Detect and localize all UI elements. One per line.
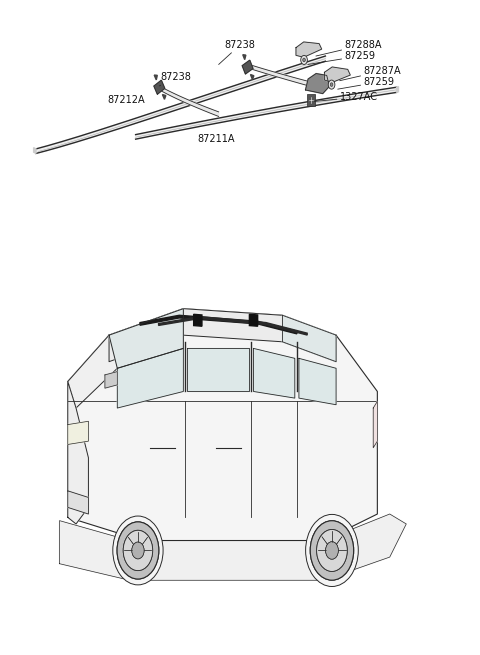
Polygon shape [117,348,183,408]
Polygon shape [109,309,336,362]
Polygon shape [36,56,325,153]
Circle shape [132,542,144,559]
Polygon shape [305,73,329,94]
Circle shape [325,542,338,559]
Text: 87238: 87238 [159,73,192,86]
Polygon shape [296,42,322,57]
Polygon shape [136,87,396,139]
Circle shape [325,542,338,559]
Polygon shape [188,348,250,392]
Circle shape [301,56,307,64]
Polygon shape [282,315,336,362]
Polygon shape [251,75,254,79]
Polygon shape [242,60,253,74]
Text: 87259: 87259 [338,77,395,89]
Polygon shape [154,75,157,80]
Polygon shape [162,94,166,100]
Polygon shape [157,84,219,117]
Circle shape [303,58,305,62]
Polygon shape [140,315,297,334]
Polygon shape [154,80,165,94]
Polygon shape [299,358,336,405]
Text: 87238: 87238 [219,40,255,64]
Circle shape [113,516,163,585]
Text: 87287A: 87287A [340,66,401,81]
Polygon shape [324,67,350,83]
FancyBboxPatch shape [307,94,315,106]
Polygon shape [109,309,183,368]
Polygon shape [68,381,88,524]
Polygon shape [193,314,202,326]
Circle shape [123,531,153,571]
Text: 1327AC: 1327AC [314,92,378,102]
Circle shape [317,529,347,571]
Circle shape [306,514,358,586]
Polygon shape [253,348,295,398]
Polygon shape [247,64,318,88]
Circle shape [328,80,335,89]
Circle shape [317,529,347,571]
Polygon shape [105,371,117,388]
Polygon shape [60,514,406,580]
Circle shape [310,521,354,580]
Circle shape [310,521,354,580]
Polygon shape [68,491,88,514]
Polygon shape [243,54,246,60]
Polygon shape [34,147,36,153]
Polygon shape [373,402,377,448]
Polygon shape [68,421,88,445]
Text: 87212A: 87212A [107,95,145,105]
Text: 87259: 87259 [308,51,375,64]
Circle shape [330,83,333,86]
Polygon shape [396,86,398,92]
Polygon shape [250,314,258,326]
Circle shape [117,522,159,579]
Polygon shape [68,309,183,408]
Circle shape [117,522,159,579]
Circle shape [123,531,153,571]
Text: 87288A: 87288A [316,40,382,56]
Text: 87211A: 87211A [197,134,235,144]
Polygon shape [158,316,307,335]
Circle shape [132,542,144,559]
Polygon shape [68,309,377,540]
